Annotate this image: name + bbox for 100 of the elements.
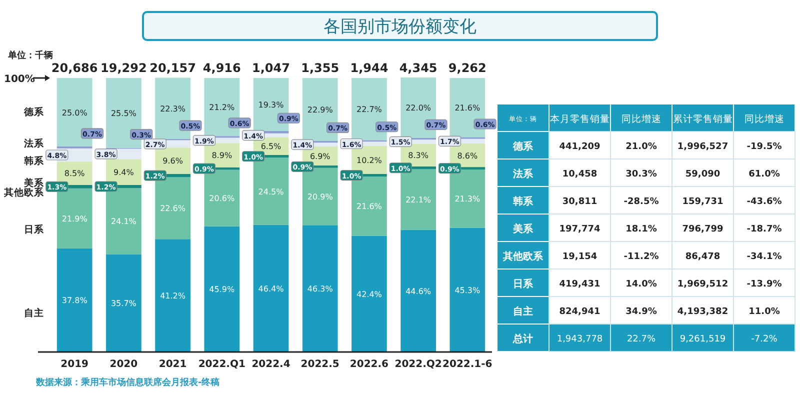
- series-label: 日系: [24, 224, 45, 236]
- data-label: 21.6%: [356, 202, 382, 212]
- x-tick-label: 2022.Q1: [198, 359, 246, 370]
- text: -34.1%: [746, 252, 782, 262]
- bar: [352, 236, 387, 352]
- text: 824,941: [559, 306, 600, 317]
- data-label: 22.6%: [160, 204, 186, 214]
- text: -28.5%: [624, 196, 659, 207]
- chart-title: 各国别市场份额变化: [324, 17, 476, 37]
- text: 22.7%: [626, 334, 656, 344]
- data-label: 25.5%: [110, 108, 137, 118]
- data-label: 8.6%: [457, 151, 478, 160]
- bar: [155, 239, 190, 352]
- data-label: 45.9%: [209, 285, 235, 294]
- bar: [302, 225, 338, 352]
- text: 441,209: [559, 142, 600, 152]
- x-tick-label: 2021: [158, 359, 187, 370]
- data-label: 21.6%: [454, 104, 481, 113]
- data-label: 19.3%: [258, 100, 284, 110]
- text: 9,261,519: [680, 334, 726, 344]
- annotation: 9,262: [448, 61, 486, 75]
- category-label: 其他欧系: [502, 250, 544, 262]
- category-label: 自主: [513, 305, 533, 318]
- text: 1,969,512: [677, 279, 728, 290]
- text: 同比增速: [621, 112, 662, 125]
- text: 19,154: [562, 252, 598, 262]
- series-label: 韩系: [23, 155, 45, 168]
- text: -11.2%: [624, 252, 659, 262]
- legend-label: 其他欧系: [3, 186, 45, 199]
- text: 419,431: [559, 279, 600, 290]
- annotation: 20,157: [150, 61, 196, 75]
- data-label: 22.0%: [406, 104, 432, 113]
- data-label: 22.9%: [307, 105, 334, 114]
- data-label: 22.7%: [356, 105, 382, 114]
- data-label: 8.9%: [212, 151, 232, 160]
- data-label: 44.6%: [406, 286, 432, 296]
- x-tick-label: 2022.Q2: [394, 359, 442, 370]
- bar: [253, 224, 289, 352]
- text: 30.3%: [626, 169, 657, 180]
- text: -7.2%: [751, 334, 778, 344]
- category-label: 美系: [512, 222, 534, 235]
- data-label: 41.2%: [160, 292, 186, 301]
- text: 61.0%: [748, 169, 780, 180]
- series-label: 自主: [24, 307, 44, 319]
- data-label: 22.1%: [406, 196, 432, 205]
- x-tick-label: 2020: [110, 359, 138, 370]
- data-label: 42.4%: [356, 290, 382, 299]
- data-label: 9.6%: [162, 156, 184, 166]
- bar: [204, 226, 240, 352]
- annotation: 19,292: [100, 61, 147, 75]
- x-tick-label: 2022.1-6: [442, 359, 492, 370]
- series-label: 法系: [23, 137, 45, 150]
- data-label: 20.6%: [209, 194, 235, 204]
- data-label: 25.0%: [62, 108, 88, 118]
- category-label: 总计: [512, 332, 533, 345]
- category-label: 法系: [512, 168, 534, 180]
- text: 本月零售销量: [550, 112, 610, 125]
- bar: [450, 228, 486, 352]
- data-label: 37.8%: [62, 296, 88, 306]
- annotation: 4,345: [399, 61, 438, 75]
- series-label: 德系: [23, 106, 45, 118]
- data-label: 6.5%: [260, 142, 282, 152]
- text: 14.0%: [626, 279, 657, 290]
- bar: [155, 177, 190, 240]
- text: 59,090: [685, 169, 720, 180]
- data-label: 35.7%: [110, 299, 137, 308]
- x-tick-label: 2022.5: [300, 359, 340, 370]
- text: 159,731: [682, 196, 724, 207]
- data-label: 46.3%: [307, 284, 334, 294]
- data-label: 22.3%: [160, 104, 186, 114]
- data-label: 20.9%: [307, 192, 334, 202]
- text: 796,799: [682, 224, 724, 234]
- text: 86,478: [685, 252, 720, 262]
- data-label: 10.2%: [356, 156, 382, 165]
- bar: [56, 188, 92, 248]
- data-label: 46.4%: [258, 284, 284, 294]
- x-tick-label: 2022.4: [252, 359, 290, 370]
- annotation: 20,686: [51, 61, 98, 75]
- text: -13.9%: [746, 279, 782, 290]
- data-label: 24.5%: [258, 187, 284, 196]
- text: 18.1%: [626, 224, 657, 234]
- text: 10,458: [562, 169, 598, 180]
- annotation: 1,944: [350, 61, 388, 75]
- data-label: 8.5%: [64, 169, 86, 178]
- text: 累计零售销量: [672, 112, 733, 125]
- text: 11.0%: [748, 306, 780, 317]
- source-note: 数据来源：乘用车市场信息联席会月报表-终稿: [35, 377, 220, 388]
- text: 1,996,527: [677, 142, 728, 152]
- category-label: 韩系: [512, 195, 534, 208]
- text: -18.7%: [746, 224, 782, 234]
- bar: [400, 230, 436, 352]
- category-label: 日系: [513, 278, 534, 290]
- text: 197,774: [559, 224, 600, 234]
- text: 100%: [4, 74, 35, 85]
- data-label: 21.9%: [62, 214, 88, 224]
- text: -43.6%: [746, 196, 782, 207]
- bar: [106, 254, 142, 352]
- text: 单位：千辆: [7, 50, 53, 61]
- text: 21.0%: [626, 142, 657, 152]
- data-label: 6.9%: [310, 152, 331, 161]
